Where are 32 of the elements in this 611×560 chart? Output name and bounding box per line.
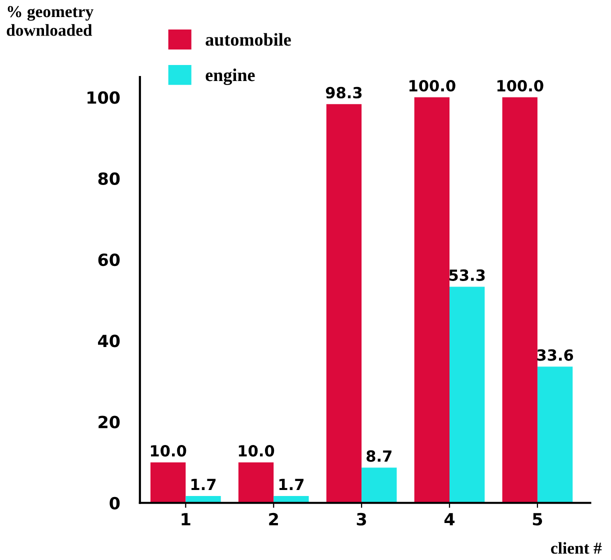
legend-label: engine (206, 68, 255, 86)
data-label: 10.0 (150, 445, 186, 457)
bar (502, 97, 538, 503)
bar (414, 97, 450, 503)
data-label: 53.3 (449, 269, 485, 281)
x-axis-title: client # (551, 542, 602, 554)
data-label: 8.7 (366, 450, 392, 462)
x-tick-label: 5 (532, 513, 542, 526)
bar (326, 104, 362, 503)
bar (537, 366, 573, 503)
y-tick-label: 60 (98, 253, 120, 266)
data-label: 100.0 (409, 80, 456, 92)
data-label: 100.0 (497, 80, 544, 92)
x-tick-label: 2 (269, 512, 278, 526)
x-tick-label: 3 (356, 512, 366, 526)
y-axis-title: % geometry downloaded (6, 6, 94, 36)
y-tick-label: 100 (88, 91, 120, 104)
x-tick-label: 1 (182, 513, 190, 526)
x-tick-label: 4 (444, 513, 455, 526)
legend-label: automobile (206, 33, 291, 46)
data-label: 10.0 (238, 445, 274, 457)
y-tick-label: 80 (98, 172, 120, 185)
data-label: 1.7 (279, 478, 304, 490)
bar (150, 462, 186, 503)
y-tick-label: 0 (110, 496, 120, 510)
data-label: 1.7 (191, 478, 216, 490)
y-tick-label: 40 (98, 334, 120, 348)
data-label: 98.3 (326, 86, 362, 98)
bar (238, 462, 274, 503)
bar (450, 286, 485, 503)
bar (362, 468, 397, 503)
y-tick-label: 20 (98, 416, 120, 428)
